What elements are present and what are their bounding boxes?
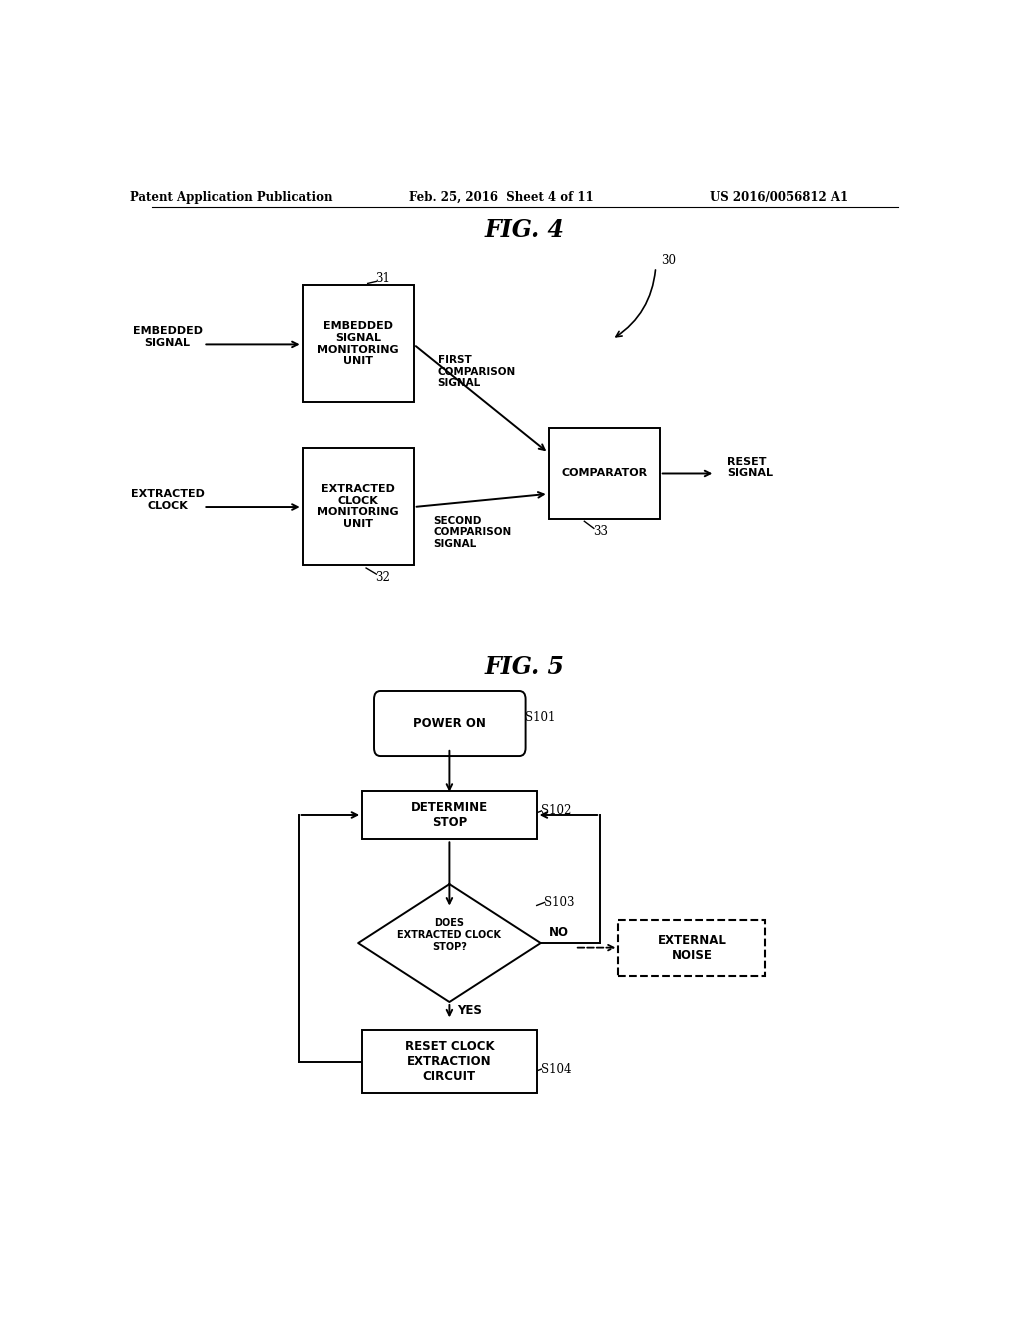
Text: RESET
SIGNAL: RESET SIGNAL	[727, 457, 773, 478]
Text: US 2016/0056812 A1: US 2016/0056812 A1	[710, 190, 848, 203]
Text: DETERMINE
STOP: DETERMINE STOP	[411, 801, 488, 829]
Text: S104: S104	[541, 1063, 571, 1076]
Text: POWER ON: POWER ON	[414, 717, 486, 730]
Text: EMBEDDED
SIGNAL
MONITORING
UNIT: EMBEDDED SIGNAL MONITORING UNIT	[317, 322, 399, 366]
Text: YES: YES	[458, 1003, 482, 1016]
Text: EXTRACTED
CLOCK: EXTRACTED CLOCK	[131, 490, 205, 511]
Text: 31: 31	[376, 272, 390, 285]
Text: Feb. 25, 2016  Sheet 4 of 11: Feb. 25, 2016 Sheet 4 of 11	[409, 190, 593, 203]
Text: 33: 33	[593, 525, 608, 539]
FancyBboxPatch shape	[362, 791, 537, 840]
Text: EXTRACTED
CLOCK
MONITORING
UNIT: EXTRACTED CLOCK MONITORING UNIT	[317, 484, 399, 529]
Text: RESET CLOCK
EXTRACTION
CIRCUIT: RESET CLOCK EXTRACTION CIRCUIT	[404, 1040, 495, 1084]
Polygon shape	[358, 884, 541, 1002]
FancyBboxPatch shape	[374, 690, 525, 756]
FancyBboxPatch shape	[549, 428, 659, 519]
FancyBboxPatch shape	[303, 285, 414, 403]
Text: EMBEDDED
SIGNAL: EMBEDDED SIGNAL	[133, 326, 203, 348]
Text: Patent Application Publication: Patent Application Publication	[130, 190, 333, 203]
Text: COMPARATOR: COMPARATOR	[561, 469, 647, 478]
Text: DOES
EXTRACTED CLOCK
STOP?: DOES EXTRACTED CLOCK STOP?	[397, 919, 502, 952]
Text: S103: S103	[544, 896, 574, 909]
Text: NO: NO	[549, 927, 568, 940]
FancyBboxPatch shape	[303, 447, 414, 565]
Text: 32: 32	[376, 570, 390, 583]
FancyBboxPatch shape	[362, 1031, 537, 1093]
Text: FIRST
COMPARISON
SIGNAL: FIRST COMPARISON SIGNAL	[437, 355, 516, 388]
Text: FIG. 4: FIG. 4	[484, 218, 565, 242]
FancyBboxPatch shape	[618, 920, 765, 975]
Text: S102: S102	[541, 804, 571, 817]
Text: FIG. 5: FIG. 5	[484, 655, 565, 678]
Text: EXTERNAL
NOISE: EXTERNAL NOISE	[657, 933, 726, 962]
Text: S101: S101	[524, 711, 555, 723]
Text: SECOND
COMPARISON
SIGNAL: SECOND COMPARISON SIGNAL	[433, 516, 512, 549]
Text: 30: 30	[662, 253, 676, 267]
